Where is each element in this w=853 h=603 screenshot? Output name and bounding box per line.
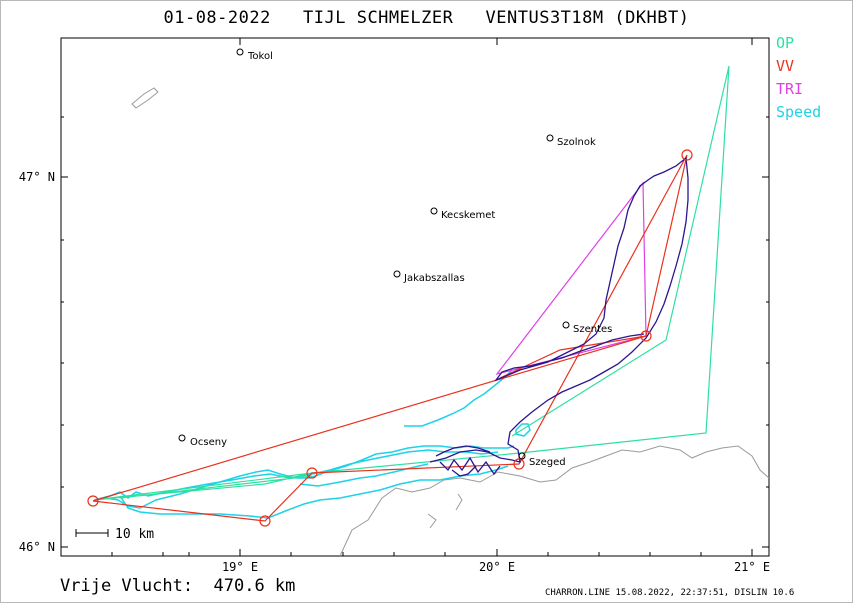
- x-tick-20: 20° E: [479, 560, 515, 574]
- place-szolnok: Szolnok: [557, 137, 596, 148]
- legend-speed: Speed: [776, 103, 822, 121]
- axis-ticks: [61, 38, 769, 556]
- turnpoint-start: [87, 495, 99, 507]
- turnpoint-mid: [306, 467, 318, 479]
- y-tick-47: 47° N: [19, 170, 55, 184]
- place-tokol: Tokol: [247, 51, 273, 62]
- turnpoint-markers: [87, 149, 693, 527]
- software-footer: CHARRON.LINE 15.08.2022, 22:37:51, DISLI…: [545, 588, 795, 598]
- speed-track: [93, 369, 531, 519]
- place-ocseny: Ocseny: [190, 437, 227, 448]
- scale-bar-label: 10 km: [115, 527, 154, 542]
- turnpoint-szeged: [513, 458, 525, 470]
- legend-op: OP: [776, 34, 795, 52]
- turnpoint-szentes: [640, 330, 652, 342]
- x-tick-21: 21° E: [734, 560, 770, 574]
- flight-track: [429, 156, 689, 477]
- scale-bar: [75, 529, 109, 537]
- turnpoint-south: [259, 515, 271, 527]
- place-markers: [178, 48, 570, 460]
- place-kecskemet: Kecskemet: [441, 210, 495, 221]
- legend-tri: TRI: [776, 80, 804, 98]
- country-borders: [131, 87, 770, 557]
- vv-route: [92, 154, 688, 522]
- flight-title: 01-08-2022 TIJL SCHMELZER VENTUS3T18M (D…: [163, 8, 690, 28]
- turnpoint-north: [681, 149, 693, 161]
- tri-route: [495, 181, 647, 376]
- x-tick-19: 19° E: [222, 560, 258, 574]
- place-jakabszallas: Jakabszallas: [403, 273, 465, 284]
- legend-vv: VV: [776, 57, 795, 75]
- distance-result: Vrije Vlucht: 470.6 km: [60, 576, 296, 596]
- plot-frame: [60, 37, 770, 557]
- y-tick-46: 46° N: [19, 540, 55, 554]
- place-szeged: Szeged: [529, 457, 566, 468]
- place-szentes: Szentes: [573, 324, 612, 335]
